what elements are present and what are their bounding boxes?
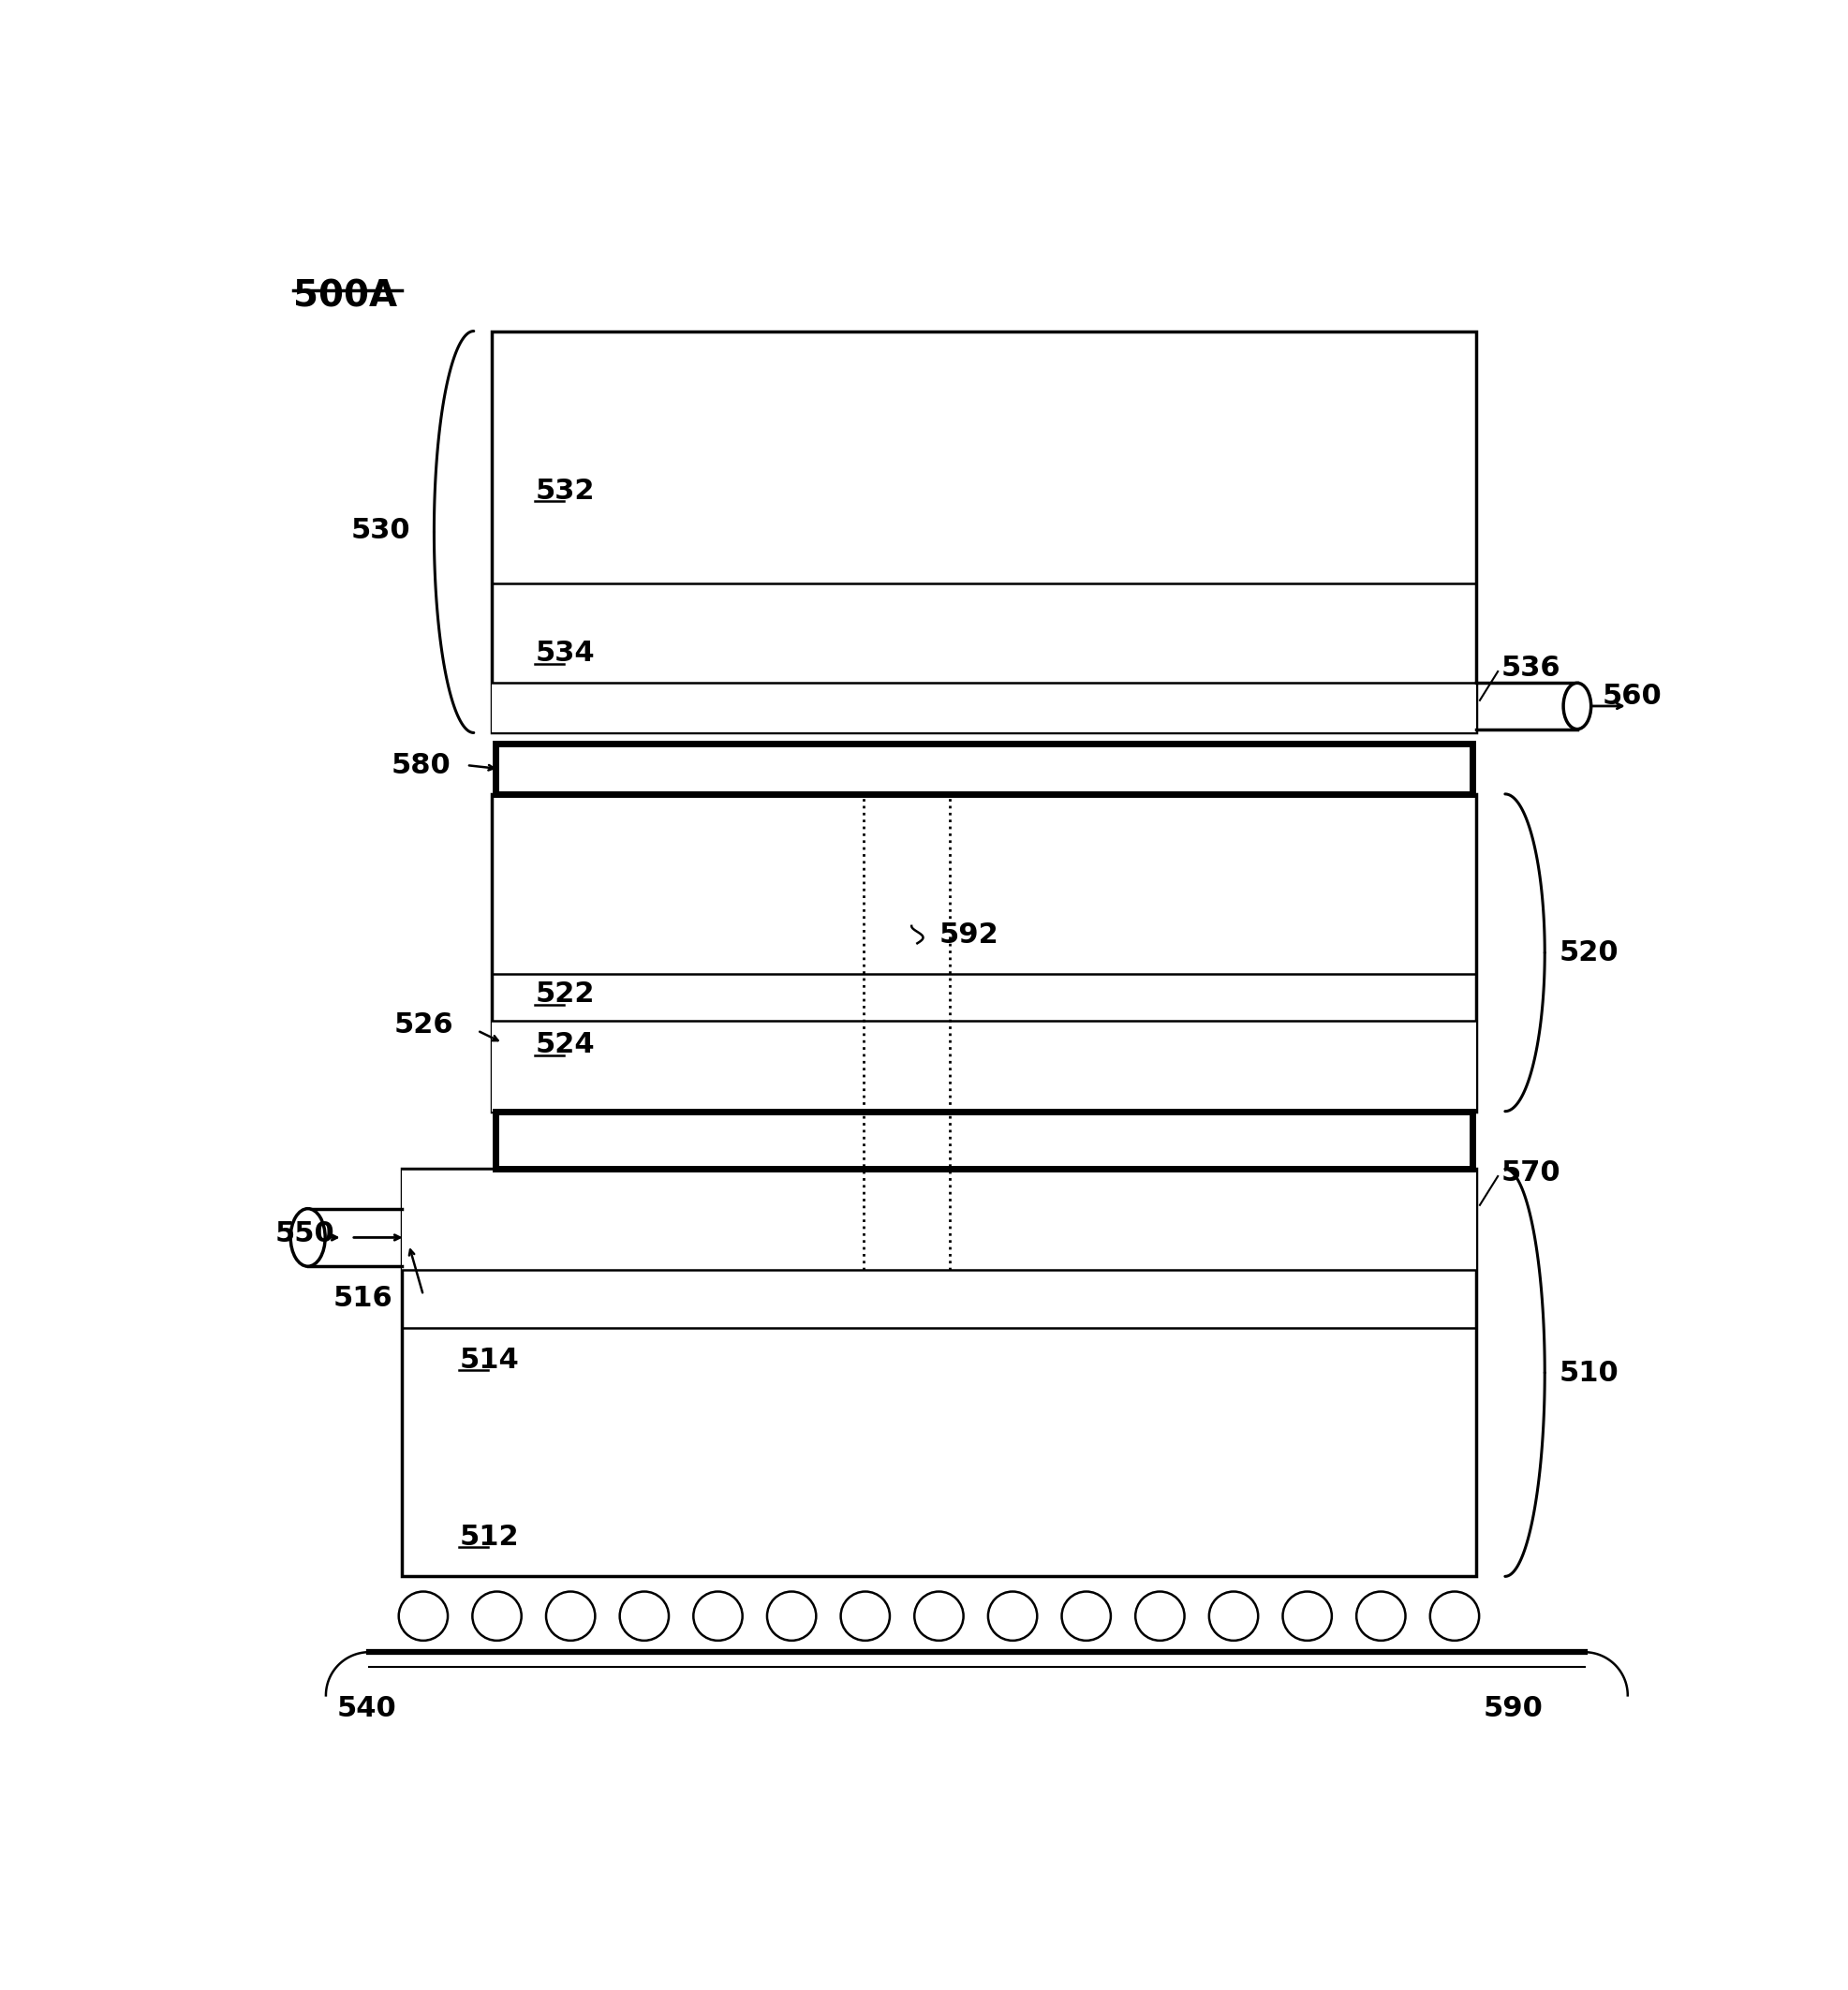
Circle shape bbox=[987, 1592, 1037, 1640]
Circle shape bbox=[399, 1592, 447, 1640]
Ellipse shape bbox=[1563, 683, 1591, 728]
Circle shape bbox=[545, 1592, 595, 1640]
Bar bbox=[495, 1110, 1471, 1168]
Text: 560: 560 bbox=[1602, 683, 1661, 710]
Ellipse shape bbox=[290, 1208, 325, 1266]
Circle shape bbox=[1283, 1592, 1331, 1640]
Bar bbox=[495, 744, 1471, 794]
Text: 580: 580 bbox=[390, 752, 451, 778]
Text: 530: 530 bbox=[351, 517, 410, 545]
Text: 592: 592 bbox=[939, 921, 998, 947]
Text: 510: 510 bbox=[1558, 1359, 1619, 1387]
Circle shape bbox=[471, 1592, 521, 1640]
Bar bbox=[492, 330, 1475, 732]
Text: 522: 522 bbox=[534, 981, 595, 1009]
Circle shape bbox=[693, 1592, 743, 1640]
Text: 500A: 500A bbox=[294, 279, 397, 314]
Text: 524: 524 bbox=[534, 1031, 595, 1059]
Circle shape bbox=[1135, 1592, 1185, 1640]
Text: 532: 532 bbox=[534, 478, 595, 505]
Circle shape bbox=[1061, 1592, 1111, 1640]
Text: 590: 590 bbox=[1482, 1695, 1543, 1721]
Text: 514: 514 bbox=[458, 1347, 519, 1373]
Circle shape bbox=[767, 1592, 815, 1640]
Text: 570: 570 bbox=[1501, 1158, 1560, 1186]
Bar bbox=[401, 1168, 1475, 1270]
Circle shape bbox=[1209, 1592, 1257, 1640]
Text: 540: 540 bbox=[336, 1695, 395, 1721]
Circle shape bbox=[915, 1592, 963, 1640]
Text: 526: 526 bbox=[394, 1011, 455, 1039]
Bar bbox=[492, 794, 1475, 1110]
Circle shape bbox=[619, 1592, 669, 1640]
Text: 512: 512 bbox=[458, 1522, 519, 1550]
Circle shape bbox=[1429, 1592, 1478, 1640]
Text: 520: 520 bbox=[1558, 939, 1619, 967]
Bar bbox=[401, 1168, 1475, 1576]
Bar bbox=[492, 683, 1475, 732]
Circle shape bbox=[841, 1592, 889, 1640]
Text: 550: 550 bbox=[275, 1220, 334, 1248]
Circle shape bbox=[1356, 1592, 1404, 1640]
Text: 516: 516 bbox=[333, 1286, 392, 1311]
Text: 534: 534 bbox=[534, 641, 595, 667]
Text: 536: 536 bbox=[1501, 655, 1560, 681]
Bar bbox=[492, 1021, 1475, 1110]
